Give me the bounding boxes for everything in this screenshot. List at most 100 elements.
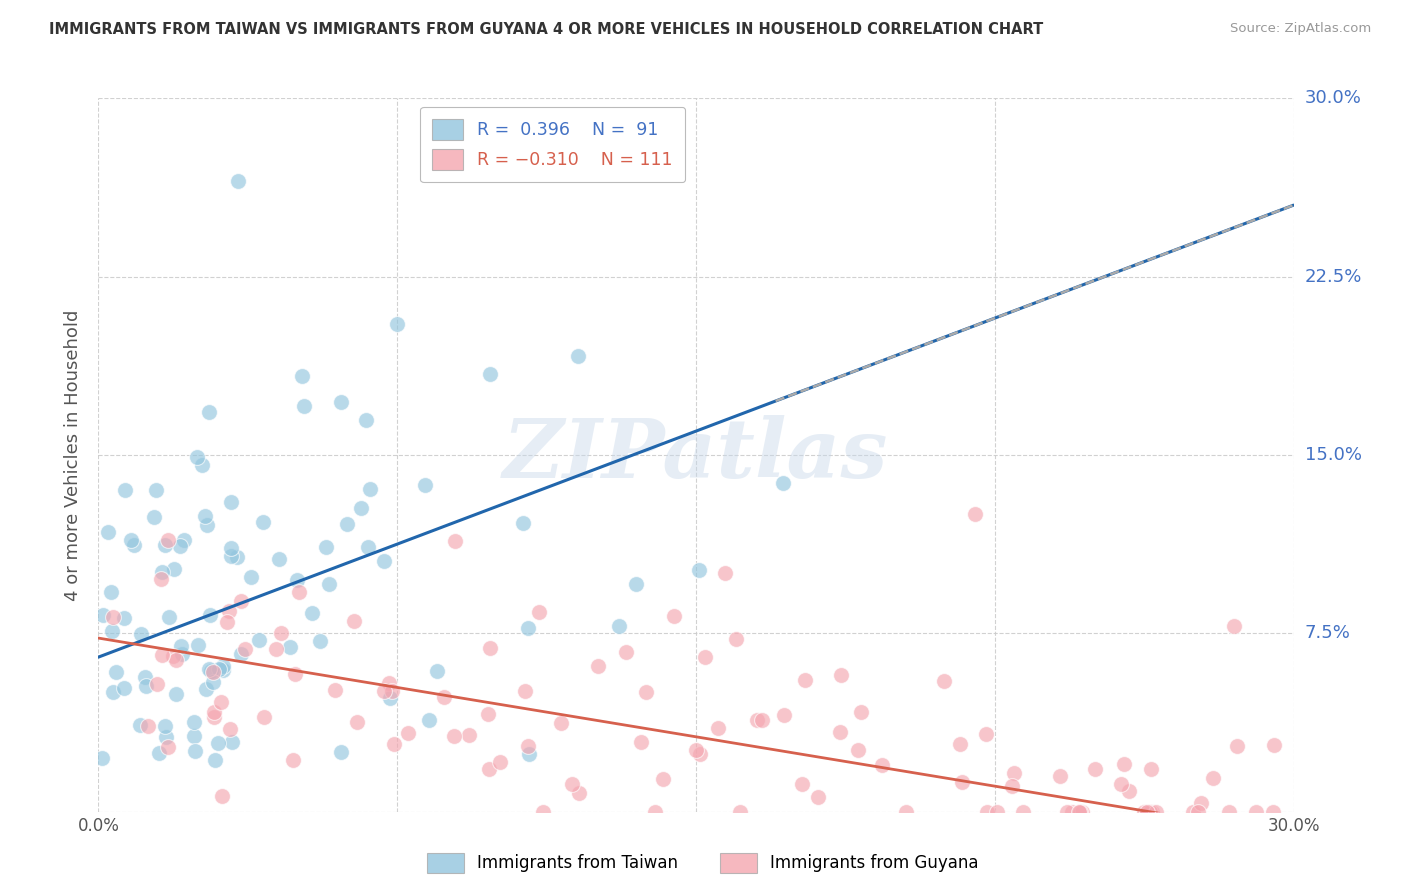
Point: [413, 478, 436, 492]
Point: [153, 719, 176, 733]
Point: [488, 755, 510, 769]
Point: [568, 786, 591, 800]
Point: [477, 706, 499, 721]
Point: [1084, 762, 1107, 776]
Point: [247, 632, 270, 647]
Point: [1056, 805, 1078, 819]
Point: [1133, 805, 1156, 819]
Point: [1140, 762, 1163, 776]
Point: [183, 744, 205, 758]
Point: [651, 772, 673, 786]
Point: [97, 525, 120, 540]
Point: [170, 648, 193, 662]
Point: [315, 540, 337, 554]
Point: [433, 690, 456, 704]
Point: [155, 730, 177, 744]
Point: [443, 730, 465, 744]
Point: [685, 743, 707, 757]
Point: [221, 735, 243, 749]
Point: [870, 757, 893, 772]
Point: [239, 570, 262, 584]
Point: [186, 450, 208, 464]
Point: [143, 510, 166, 524]
Point: [634, 685, 657, 699]
Point: [219, 549, 242, 564]
Point: [217, 615, 239, 630]
Point: [932, 673, 955, 688]
Point: [418, 713, 440, 727]
Point: [772, 475, 794, 490]
Point: [336, 517, 359, 532]
Point: [350, 500, 373, 515]
Point: [204, 753, 226, 767]
Text: ZIPatlas: ZIPatlas: [503, 415, 889, 495]
Point: [101, 624, 124, 638]
Point: [212, 663, 235, 677]
Point: [226, 550, 249, 565]
Point: [148, 746, 170, 760]
Point: [283, 667, 305, 681]
Point: [252, 515, 274, 529]
Point: [695, 649, 717, 664]
Point: [359, 482, 381, 496]
Point: [195, 681, 218, 696]
Point: [153, 538, 176, 552]
Point: [381, 684, 404, 698]
Point: [231, 594, 253, 608]
Point: [91, 607, 114, 622]
Point: [1012, 805, 1035, 819]
Point: [1202, 772, 1225, 786]
Text: IMMIGRANTS FROM TAIWAN VS IMMIGRANTS FROM GUYANA 4 OR MORE VEHICLES IN HOUSEHOLD: IMMIGRANTS FROM TAIWAN VS IMMIGRANTS FRO…: [49, 22, 1043, 37]
Point: [479, 641, 502, 656]
Point: [807, 789, 830, 804]
Point: [183, 714, 205, 729]
Point: [745, 713, 768, 727]
Point: [101, 610, 124, 624]
Point: [1002, 765, 1025, 780]
Point: [1261, 805, 1284, 819]
Text: Source: ZipAtlas.com: Source: ZipAtlas.com: [1230, 22, 1371, 36]
Point: [396, 726, 419, 740]
Point: [1070, 805, 1092, 819]
Point: [162, 648, 184, 663]
Point: [195, 517, 218, 532]
Point: [128, 718, 150, 732]
Legend: Immigrants from Taiwan, Immigrants from Guyana: Immigrants from Taiwan, Immigrants from …: [420, 847, 986, 880]
Point: [1222, 619, 1246, 633]
Point: [288, 584, 311, 599]
Point: [1246, 805, 1268, 819]
Point: [457, 728, 479, 742]
Point: [949, 737, 972, 751]
Point: [517, 747, 540, 761]
Text: 15.0%: 15.0%: [1305, 446, 1361, 464]
Point: [1218, 805, 1240, 819]
Point: [104, 665, 127, 679]
Point: [1182, 805, 1205, 819]
Point: [173, 533, 195, 547]
Point: [1136, 805, 1159, 819]
Point: [266, 642, 288, 657]
Point: [963, 508, 986, 522]
Point: [607, 619, 630, 633]
Point: [198, 608, 221, 623]
Point: [202, 709, 225, 723]
Point: [373, 554, 395, 568]
Point: [346, 715, 368, 730]
Point: [1187, 805, 1209, 819]
Point: [152, 565, 174, 579]
Point: [378, 676, 401, 690]
Point: [1140, 805, 1163, 819]
Point: [1067, 805, 1090, 819]
Point: [343, 614, 366, 628]
Point: [550, 716, 572, 731]
Point: [689, 747, 711, 761]
Point: [714, 566, 737, 580]
Point: [567, 349, 589, 363]
Point: [285, 573, 308, 587]
Point: [211, 789, 233, 803]
Point: [200, 664, 222, 678]
Point: [135, 679, 157, 693]
Point: [385, 317, 409, 331]
Point: [114, 483, 136, 497]
Point: [120, 533, 142, 548]
